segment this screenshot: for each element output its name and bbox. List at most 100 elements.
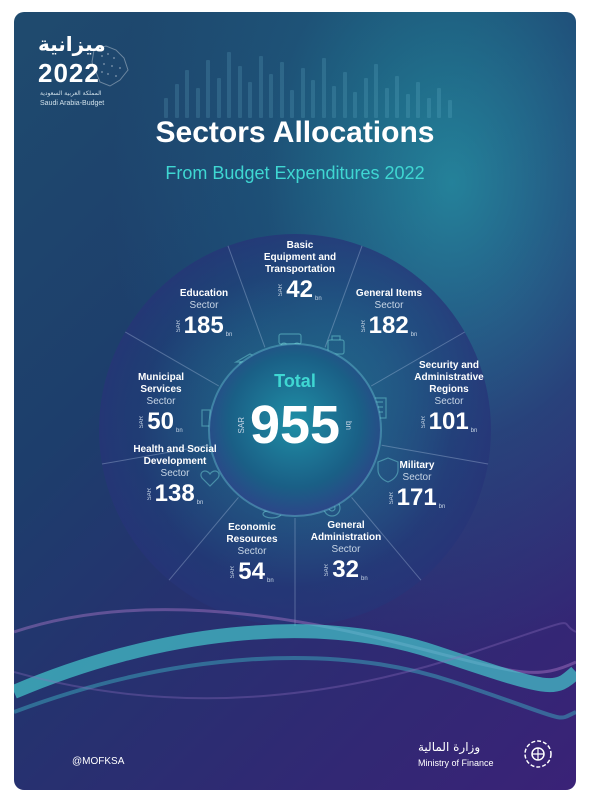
social-handle: @MOFKSA [72, 756, 125, 767]
decorative-bar [363, 78, 368, 118]
sector-currency: SAR [278, 283, 285, 297]
sector-currency: SAR [388, 491, 395, 505]
sector-education: Education Sector SAR 185 bn [154, 288, 254, 338]
sector-suffix: Sector [160, 468, 190, 479]
decorative-bar [332, 86, 336, 118]
sector-name-line: Education [179, 288, 229, 299]
budget-logo: ميزانية 2022 المملكة العربية السعودية Sa… [32, 30, 132, 114]
logo-subtitle-arabic: المملكة العربية السعودية [40, 90, 102, 97]
sector-amount: 32 [332, 556, 359, 583]
sector-dividers [101, 245, 489, 626]
ministry-name-english: Ministry of Finance [418, 758, 494, 768]
sector-unit: bn [225, 332, 233, 338]
logo-subtitle-english: Saudi Arabia-Budget [40, 100, 105, 107]
total-value: SAR 955 bn [210, 398, 380, 452]
sector-value: SAR 50 bn [139, 408, 183, 435]
total-currency: SAR [236, 416, 246, 434]
decorative-bar [185, 70, 189, 118]
sector-amount: 50 [147, 408, 174, 435]
decorative-bar [437, 88, 441, 118]
sector-value: SAR 138 bn [146, 482, 204, 507]
sector-value: SAR 185 bn [176, 312, 233, 339]
sector-name-line: Municipal [137, 372, 185, 383]
sector-name-line: Resources [226, 534, 278, 545]
sector-value: SAR 32 bn [324, 556, 367, 583]
sector-amount: 171 [396, 484, 437, 511]
sector-health: Health and Social Development Sector SAR 138… [110, 444, 240, 506]
sector-unit: bn [438, 504, 446, 510]
decorative-bar [216, 78, 221, 118]
sector-unit: bn [267, 578, 274, 584]
decorative-bar [206, 60, 210, 118]
infographic-card: ميزانية 2022 المملكة العربية السعودية Sa… [14, 12, 576, 790]
sector-suffix: Sector [331, 544, 361, 555]
sector-suffix: Sector [402, 472, 432, 483]
heart-icon [200, 470, 220, 487]
sector-security: Security and Administrative Regions Sector S… [394, 360, 504, 434]
sector-value: SAR 171 bn [388, 484, 446, 511]
logo-arabic-text: ميزانية [38, 32, 106, 56]
sector-suffix: Sector [374, 300, 404, 311]
decorative-bar [195, 88, 200, 118]
ministry-emblem-icon [524, 740, 552, 768]
decorative-bar [384, 88, 389, 118]
saudi-map-icon [91, 45, 129, 87]
decorative-bar [279, 62, 284, 118]
sector-wheel [99, 234, 491, 626]
decorative-bar [258, 56, 263, 118]
sector-divider [370, 331, 465, 387]
decorative-bar [426, 98, 431, 118]
sector-suffix: Sector [434, 396, 464, 407]
sector-name-line: Health and Social [133, 444, 217, 455]
decorative-waves [14, 608, 576, 720]
sector-name-line: Administrative [414, 372, 484, 383]
sector-name-line: Economic [228, 522, 276, 533]
page-subtitle: From Budget Expenditures 2022 [165, 163, 425, 183]
sector-divider [351, 497, 422, 581]
sector-currency: SAR [146, 487, 153, 501]
total-label: Total [274, 371, 316, 391]
decorative-bar [395, 76, 399, 118]
sector-unit: bn [410, 332, 418, 338]
sector-value: SAR 42 bn [278, 276, 322, 303]
sector-currency: SAR [139, 415, 146, 429]
sector-suffix: Sector [189, 300, 219, 311]
total-number: 955 [249, 395, 341, 455]
decorative-bar [311, 80, 315, 118]
sector-amount: 185 [183, 312, 224, 339]
center-circle [208, 343, 382, 517]
sector-suffix: Sector [146, 396, 176, 407]
sector-amount: 42 [286, 276, 313, 303]
decorative-bar [290, 90, 294, 118]
sector-amount: 54 [238, 558, 265, 585]
sector-unit: bn [176, 428, 183, 434]
sector-unit: bn [470, 428, 478, 434]
decorative-bar [269, 74, 273, 118]
sector-value: SAR 101 bn [421, 410, 478, 435]
sector-divider [227, 245, 266, 348]
decorative-bar [405, 94, 410, 118]
sector-divider [168, 497, 239, 581]
decorative-bar [447, 100, 452, 118]
sector-name-line: General [327, 520, 365, 531]
decorative-bars [164, 48, 464, 118]
decorative-bar [164, 98, 168, 118]
decorative-bar [416, 82, 420, 118]
sector-value: SAR 54 bn [230, 558, 274, 585]
sector-value: SAR 182 bn [361, 314, 418, 339]
sector-name-line: Administration [310, 532, 382, 543]
sector-unit: bn [315, 296, 322, 302]
sector-suffix: Sector [237, 546, 267, 557]
sector-name-line: Regions [429, 384, 469, 395]
sector-name-line: Development [143, 456, 207, 467]
sector-economic: Economic Resources Sector SAR 54 bn [212, 522, 292, 584]
decorative-bar [174, 84, 179, 118]
decorative-bar [300, 68, 305, 118]
shield-icon [377, 457, 399, 483]
sector-name-line: Transportation [264, 264, 335, 275]
sector-general-admin: General Administration Sector SAR 32 bn [296, 520, 396, 582]
sector-unit: bn [196, 500, 204, 506]
decorative-bar [374, 64, 378, 118]
page-title: Sectors Allocations [155, 116, 435, 149]
bag-icon [327, 335, 345, 355]
